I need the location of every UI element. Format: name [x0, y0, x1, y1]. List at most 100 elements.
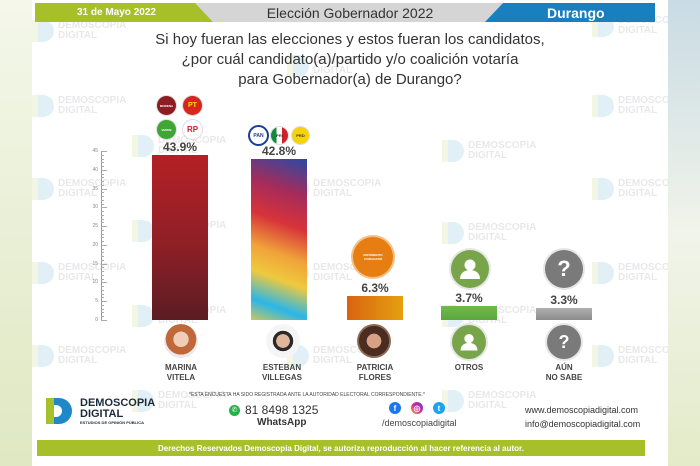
person-icon: [451, 250, 489, 288]
facebook-icon[interactable]: f: [389, 402, 401, 414]
y-axis-tick-label: 10: [92, 279, 98, 286]
y-axis-tick: [101, 274, 104, 276]
candidate-name-otros: OTROS: [429, 363, 509, 373]
header-bar: Elección Gobernador 2022 31 de Mayo 2022…: [35, 3, 655, 22]
y-axis-tick: [101, 244, 107, 246]
y-axis-tick: [101, 237, 104, 239]
bar-esteban-villegas: [251, 159, 307, 320]
poll-question: Si hoy fueran las elecciones y estos fue…: [32, 30, 668, 90]
y-axis-tick: [101, 188, 107, 190]
y-axis-tick: [101, 241, 104, 243]
bar-value-label: 43.9%: [162, 140, 198, 155]
y-axis-tick: [101, 226, 107, 228]
no-sabe-avatar-icon: ?: [547, 325, 581, 359]
bar-marina-vitela: [152, 155, 208, 320]
movimiento-ciudadano-logo-icon: MOVIMIENTO CIUDADANO: [353, 237, 393, 277]
y-axis-tick-label: 0: [95, 317, 98, 323]
y-axis-tick: [101, 169, 107, 171]
whatsapp-contact[interactable]: ✆ 81 8498 1325: [229, 403, 318, 417]
y-axis-tick: [101, 308, 104, 310]
y-axis-tick: [101, 166, 104, 168]
y-axis-tick: [101, 184, 104, 186]
social-handle[interactable]: /demoscopiadigital: [382, 418, 457, 428]
y-axis-tick: [101, 229, 104, 231]
y-axis-tick: [101, 263, 107, 265]
otros-avatar-icon: [452, 325, 486, 359]
whatsapp-number: 81 8498 1325: [245, 403, 319, 417]
y-axis-tick-label: 20: [92, 241, 98, 248]
morena-logo-icon: MORENA: [157, 96, 176, 115]
avatar-patricia-flores: [357, 324, 391, 358]
y-axis-tick: [101, 151, 107, 152]
registration-notice: *ESTA ENCUESTA HA SIDO REGISTRADA ANTE L…: [189, 392, 425, 398]
brand-line-2: DIGITAL: [80, 407, 124, 420]
y-axis-tick-label: 45: [92, 148, 98, 154]
whatsapp-label: WhatsApp: [257, 417, 307, 428]
y-axis-tick: [101, 181, 104, 183]
avatar-marina-vitela: [164, 324, 198, 358]
y-axis-tick-label: 40: [92, 166, 98, 173]
candidate-last-name: FLORES: [358, 373, 392, 382]
y-axis-tick: [101, 312, 104, 314]
bar-value-label: 42.8%: [261, 144, 297, 159]
demoscopia-d-icon: [44, 396, 74, 426]
bar-otros: [441, 306, 497, 320]
y-axis-tick: [101, 199, 104, 201]
y-axis-tick: [101, 304, 104, 306]
y-axis-tick: [101, 203, 104, 205]
candidate-name-patricia-flores: PATRICIA FLORES: [335, 363, 415, 383]
y-axis-tick: [101, 286, 104, 288]
candidate-last-name: VITELA: [166, 373, 196, 382]
pan-logo-icon: PAN: [250, 127, 267, 144]
avatar-esteban-villegas: [266, 324, 300, 358]
twitter-icon[interactable]: t: [433, 402, 445, 414]
candidate-last-name: VILLEGAS: [261, 373, 302, 382]
candidate-first-name: AÚN: [555, 363, 573, 372]
candidate-name-no-sabe: AÚN NO SABE: [524, 363, 604, 383]
question-mark-icon: ?: [545, 250, 583, 288]
y-axis-tick: [101, 173, 104, 175]
question-line-3: para Gobernador(a) de Durango?: [238, 71, 462, 88]
instagram-icon[interactable]: ◎: [411, 402, 423, 414]
copyright-banner: Derechos Reservados Demoscopia Digital, …: [37, 440, 645, 456]
email-link[interactable]: info@demoscopiadigital.com: [525, 419, 641, 429]
rsp-logo-icon: RP: [183, 120, 202, 139]
pt-logo-icon: PT: [183, 96, 202, 115]
poll-card: DEMOSCOPIADIGITALDEMOSCOPIADIGITALDEMOSC…: [32, 0, 668, 466]
website-link[interactable]: www.demoscopiadigital.com: [525, 405, 639, 415]
y-axis-tick: [101, 297, 104, 299]
candidate-first-name: PATRICIA: [356, 363, 394, 372]
y-axis-tick: [101, 293, 104, 295]
bar-no-sabe: [536, 307, 592, 320]
y-axis-tick-label: 35: [92, 185, 98, 192]
y-axis-tick: [101, 222, 104, 224]
demoscopia-logo: DEMOSCOPIA DIGITAL ESTUDIOS DE OPINIÓN P…: [44, 396, 155, 426]
y-axis-tick: [101, 207, 107, 209]
social-links: f ◎ t: [389, 402, 445, 414]
y-axis-tick: [101, 211, 104, 213]
brand-line-1: DEMOSCOPIA: [80, 396, 156, 409]
background-left-panel: [0, 0, 32, 466]
y-axis-tick: [101, 289, 104, 291]
y-axis-tick: [101, 278, 104, 280]
y-axis-tick-label: 5: [95, 298, 98, 305]
y-axis-tick-label: 15: [92, 260, 98, 267]
y-axis-tick: [101, 316, 104, 318]
y-axis-tick: [101, 256, 104, 258]
y-axis-tick: [101, 177, 104, 179]
question-line-2: ¿por cuál candidato(a)/partido y/o coali…: [181, 51, 519, 68]
candidate-last-name: NO SABE: [545, 373, 583, 382]
y-axis-tick: [101, 196, 104, 198]
header-date: 31 de Mayo 2022: [35, 3, 213, 22]
y-axis-tick: [101, 154, 104, 156]
verde-logo-icon: VERDE: [157, 120, 176, 139]
y-axis-tick-label: 30: [92, 204, 98, 211]
